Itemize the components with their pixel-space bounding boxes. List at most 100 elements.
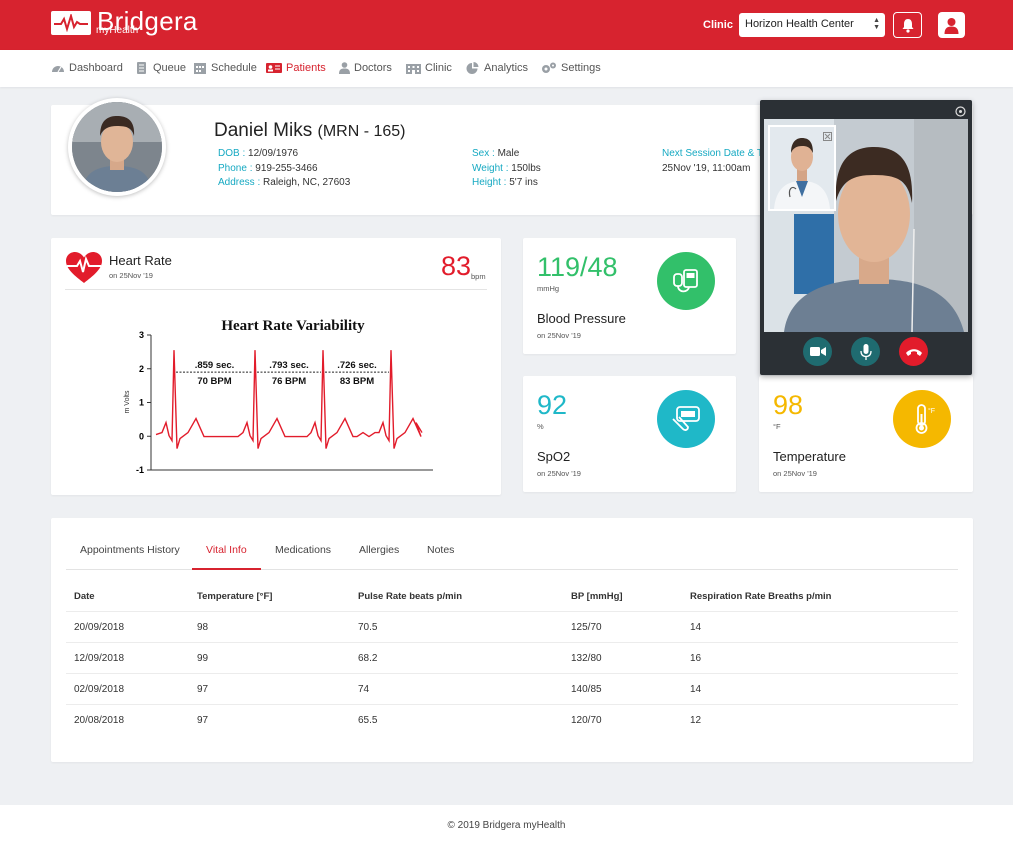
nav-queue[interactable]: Queue bbox=[135, 62, 186, 74]
phone-label: Phone : bbox=[218, 162, 256, 174]
cell-temperature: 98 bbox=[197, 622, 209, 633]
height-value: 5'7 ins bbox=[509, 177, 538, 188]
patient-records-card: Appointments History Vital Info Medicati… bbox=[51, 518, 973, 762]
queue-icon bbox=[137, 62, 146, 74]
bp-unit: mmHg bbox=[537, 284, 560, 293]
bp-value: 119/48 bbox=[537, 252, 618, 282]
table-row[interactable]: 12/09/2018 99 68.2 132/80 16 bbox=[66, 642, 958, 673]
heart-rate-value: 83 bbox=[441, 251, 472, 281]
cell-date: 20/09/2018 bbox=[74, 622, 125, 633]
hrv-series-line bbox=[155, 350, 423, 449]
top-bar: Bridgera myHealth Clinic Horizon Health … bbox=[0, 0, 1013, 50]
bell-icon bbox=[902, 18, 913, 33]
y-tick-label: 1 bbox=[139, 398, 144, 408]
nav-analytics[interactable]: Analytics bbox=[466, 62, 528, 74]
address-label: Address : bbox=[218, 177, 264, 188]
cell-temperature: 97 bbox=[197, 684, 209, 695]
fullscreen-icon[interactable] bbox=[955, 104, 966, 122]
spo2-value: 92 bbox=[537, 390, 568, 420]
nav-label: Queue bbox=[153, 62, 187, 74]
select-arrows-icon: ▲ ▼ bbox=[873, 17, 880, 31]
clinic-label: Clinic bbox=[703, 19, 733, 31]
heart-rate-unit: bpm bbox=[471, 272, 486, 281]
sex-label: Sex : bbox=[472, 148, 498, 159]
video-camera-icon bbox=[809, 347, 826, 356]
clinic-icon bbox=[406, 64, 421, 74]
heart-rate-card: Heart Rate on 25Nov '19 83 bpm Heart Rat… bbox=[51, 238, 501, 495]
temp-name: Temperature bbox=[773, 449, 846, 464]
copyright-text: © 2019 Bridgera myHealth bbox=[447, 820, 566, 831]
cell-respiration: 12 bbox=[690, 715, 702, 726]
cell-bp: 132/80 bbox=[571, 653, 602, 664]
footer: © 2019 Bridgera myHealth bbox=[0, 805, 1013, 844]
tab-allergies[interactable]: Allergies bbox=[359, 544, 400, 556]
pulse-oximeter-icon bbox=[657, 390, 715, 448]
table-header-date: Date bbox=[74, 591, 95, 602]
mute-button[interactable] bbox=[851, 337, 880, 366]
thermometer-icon: °F bbox=[893, 390, 951, 448]
clinic-select[interactable]: Horizon Health Center ▲ ▼ bbox=[739, 13, 885, 37]
nav-dashboard[interactable]: Dashboard bbox=[51, 62, 123, 74]
weight-value: 150lbs bbox=[511, 162, 541, 174]
spo2-date: on 25Nov '19 bbox=[537, 469, 581, 478]
cell-pulse: 70.5 bbox=[358, 622, 378, 633]
video-call-window[interactable] bbox=[760, 100, 972, 375]
swap-video-icon[interactable] bbox=[823, 128, 832, 146]
clinic-select-value: Horizon Health Center bbox=[745, 18, 854, 30]
chart-title: Heart Rate Variability bbox=[221, 318, 365, 334]
hrv-chart: Heart Rate Variability m Volts 3 2 1 0 -1 .8… bbox=[124, 318, 433, 475]
self-video-feed[interactable] bbox=[768, 125, 836, 211]
nav-doctors[interactable]: Doctors bbox=[339, 62, 392, 74]
heart-rate-title: Heart Rate bbox=[109, 253, 172, 268]
nav-label: Doctors bbox=[354, 62, 392, 74]
temperature-card: 98 °F Temperature on 25Nov '19 °F bbox=[759, 376, 973, 492]
tab-notes[interactable]: Notes bbox=[427, 544, 455, 556]
table-row[interactable]: 02/09/2018 97 74 140/85 14 bbox=[66, 673, 958, 704]
nav-clinic[interactable]: Clinic bbox=[406, 62, 452, 74]
next-session-label: Next Session Date & Time bbox=[662, 148, 762, 159]
video-toggle-button[interactable] bbox=[803, 337, 832, 366]
logo-mark-icon bbox=[51, 11, 91, 35]
temp-unit: °F bbox=[773, 422, 781, 431]
user-profile-button[interactable] bbox=[938, 12, 965, 38]
active-tab-indicator bbox=[192, 568, 261, 570]
patient-contact-info: DOB : 12/09/1976 Phone : 919-255-3466 Ad… bbox=[218, 147, 350, 191]
y-tick-label: 2 bbox=[139, 364, 144, 374]
interval-bpm-label: 83 BPM bbox=[340, 376, 374, 387]
phone-value: 919-255-3466 bbox=[255, 162, 318, 174]
table-header-pulse: Pulse Rate beats p/min bbox=[358, 591, 463, 602]
interval-seconds-label: .859 sec. bbox=[195, 360, 235, 371]
temp-date: on 25Nov '19 bbox=[773, 469, 817, 478]
heart-icon bbox=[66, 252, 102, 283]
interval-seconds-label: .793 sec. bbox=[269, 360, 309, 371]
nav-schedule[interactable]: Schedule bbox=[193, 62, 257, 74]
weight-label: Weight : bbox=[472, 162, 512, 174]
spo2-card: 92 % SpO2 on 25Nov '19 bbox=[523, 376, 736, 492]
gear-icon bbox=[542, 62, 556, 73]
nav-label: Schedule bbox=[211, 62, 257, 74]
nav-patients[interactable]: Patients bbox=[266, 62, 326, 74]
table-row[interactable]: 20/09/2018 98 70.5 125/70 14 bbox=[66, 611, 958, 642]
calendar-icon bbox=[194, 63, 206, 74]
interval-bpm-label: 70 BPM bbox=[197, 376, 231, 387]
cell-respiration: 16 bbox=[690, 653, 702, 664]
main-nav: Dashboard Queue Schedule Patients Doctor… bbox=[0, 50, 1013, 87]
cell-pulse: 68.2 bbox=[358, 653, 378, 664]
cell-temperature: 99 bbox=[197, 653, 209, 664]
nav-label: Analytics bbox=[484, 62, 529, 74]
tab-medications[interactable]: Medications bbox=[275, 544, 332, 556]
table-header-bp: BP [mmHg] bbox=[571, 591, 623, 602]
patient-mrn: (MRN - 165) bbox=[317, 123, 406, 140]
nav-settings[interactable]: Settings bbox=[541, 62, 601, 74]
bp-date: on 25Nov '19 bbox=[537, 331, 581, 340]
tab-appointments-history[interactable]: Appointments History bbox=[80, 544, 180, 556]
brand-logo[interactable]: Bridgera bbox=[51, 8, 198, 42]
next-session-value: 25Nov '19, 11:00am bbox=[662, 162, 751, 174]
tab-vital-info[interactable]: Vital Info bbox=[206, 544, 247, 556]
table-row[interactable]: 20/08/2018 97 65.5 120/70 12 bbox=[66, 704, 958, 735]
cell-bp: 125/70 bbox=[571, 622, 602, 633]
address-value: Raleigh, NC, 27603 bbox=[263, 177, 351, 188]
end-call-button[interactable] bbox=[899, 337, 928, 366]
tab-divider bbox=[66, 569, 958, 570]
notifications-button[interactable] bbox=[893, 12, 922, 38]
